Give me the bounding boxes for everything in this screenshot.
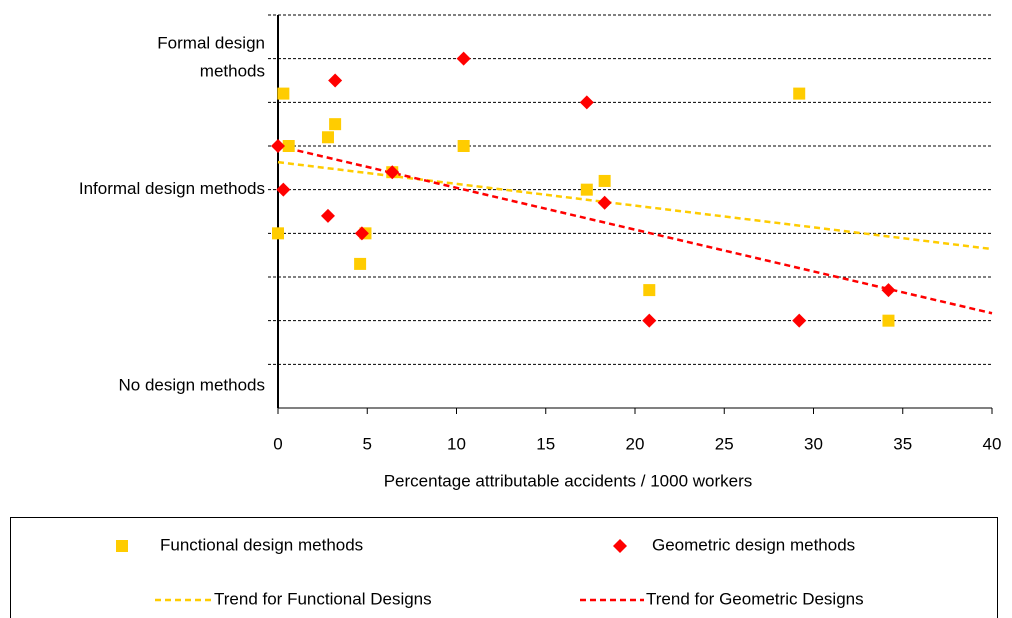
x-tick-label: 0: [273, 434, 282, 453]
point: [329, 118, 342, 131]
point: [321, 131, 334, 144]
point: [354, 226, 369, 241]
point: [793, 87, 806, 100]
x-tick-label: 20: [626, 434, 645, 453]
point: [385, 165, 400, 180]
point: [354, 257, 367, 270]
point: [282, 140, 295, 152]
point: [277, 87, 290, 100]
point: [320, 208, 335, 223]
x-tick-label: 40: [983, 434, 1002, 453]
x-tick-label: 15: [536, 434, 555, 453]
legend-label: Functional design methods: [160, 535, 363, 554]
point: [881, 283, 896, 298]
point: [457, 140, 470, 152]
point: [272, 227, 284, 240]
point: [792, 313, 807, 328]
x-axis-label: Percentage attributable accidents / 1000…: [384, 471, 753, 490]
point: [643, 284, 656, 297]
point: [580, 183, 593, 196]
y-tick-label: Formal design methods: [157, 34, 265, 81]
point: [882, 314, 895, 327]
legend-label: Trend for Geometric Designs: [646, 589, 864, 608]
x-tick-label: 25: [715, 434, 734, 453]
trend-line: [277, 160, 993, 251]
point: [597, 195, 612, 210]
legend-label: Geometric design methods: [652, 535, 855, 554]
x-tick-label: 35: [893, 434, 912, 453]
point: [456, 51, 471, 66]
point: [276, 182, 291, 197]
point: [271, 139, 285, 153]
x-tick-label: 5: [363, 434, 372, 453]
y-tick-label: Informal design methods: [79, 179, 265, 198]
point: [579, 95, 594, 110]
legend-symbol: [613, 539, 627, 553]
legend-label: Trend for Functional Designs: [214, 589, 432, 608]
x-tick-label: 10: [447, 434, 466, 453]
point: [598, 174, 611, 187]
x-tick-label: 30: [804, 434, 823, 453]
point: [328, 73, 343, 88]
legend-symbol: [116, 540, 128, 552]
point: [642, 313, 657, 328]
y-tick-label: No design methods: [119, 376, 265, 395]
legend-box: [10, 517, 998, 618]
